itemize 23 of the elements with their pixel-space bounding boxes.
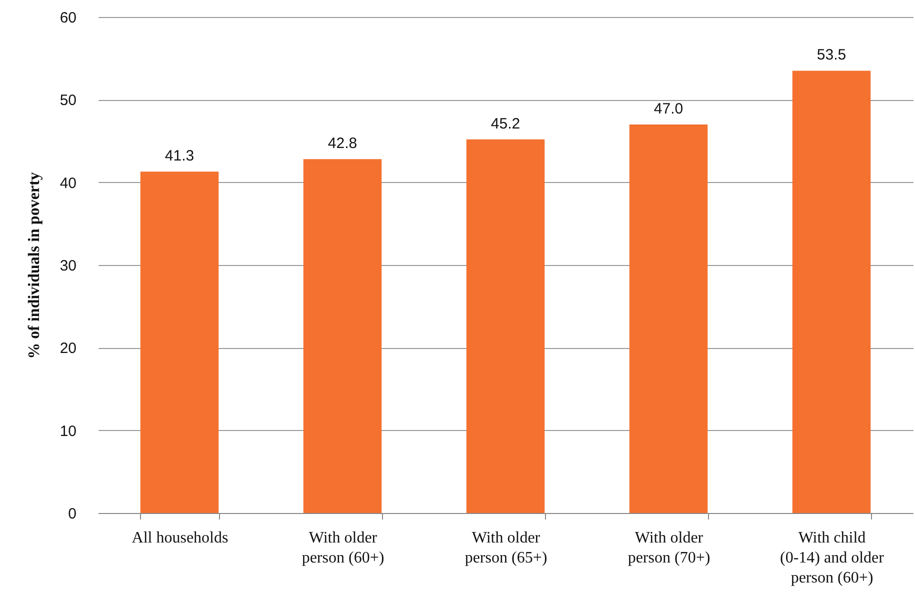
x-tick-label: With child (0-14) and older person (60+)	[780, 530, 885, 586]
data-label: 47.0	[654, 100, 684, 118]
data-label: 41.3	[164, 148, 194, 165]
bar	[792, 70, 871, 513]
data-label: 45.2	[490, 115, 520, 132]
x-tick-label: With older person (70+)	[628, 530, 710, 566]
x-tick-label: With older person (60+)	[302, 530, 384, 566]
y-axis-title: % of individuals in poverty	[26, 172, 43, 359]
bar	[466, 139, 545, 513]
y-tick-label: 20	[60, 340, 76, 358]
data-label: 53.5	[816, 46, 846, 64]
x-tick-label: All households	[132, 530, 228, 546]
y-tick-label: 40	[60, 174, 76, 192]
y-tick-label: 60	[60, 10, 76, 26]
y-tick-label: 10	[60, 422, 76, 440]
bar	[303, 159, 382, 513]
data-label: 42.8	[328, 135, 358, 152]
y-tick-label: 0	[68, 506, 76, 522]
y-tick-label: 50	[60, 92, 76, 110]
bar	[140, 172, 219, 513]
x-tick-label: With older person (65+)	[464, 530, 548, 566]
bar	[629, 124, 708, 513]
y-tick-label: 30	[60, 258, 76, 274]
